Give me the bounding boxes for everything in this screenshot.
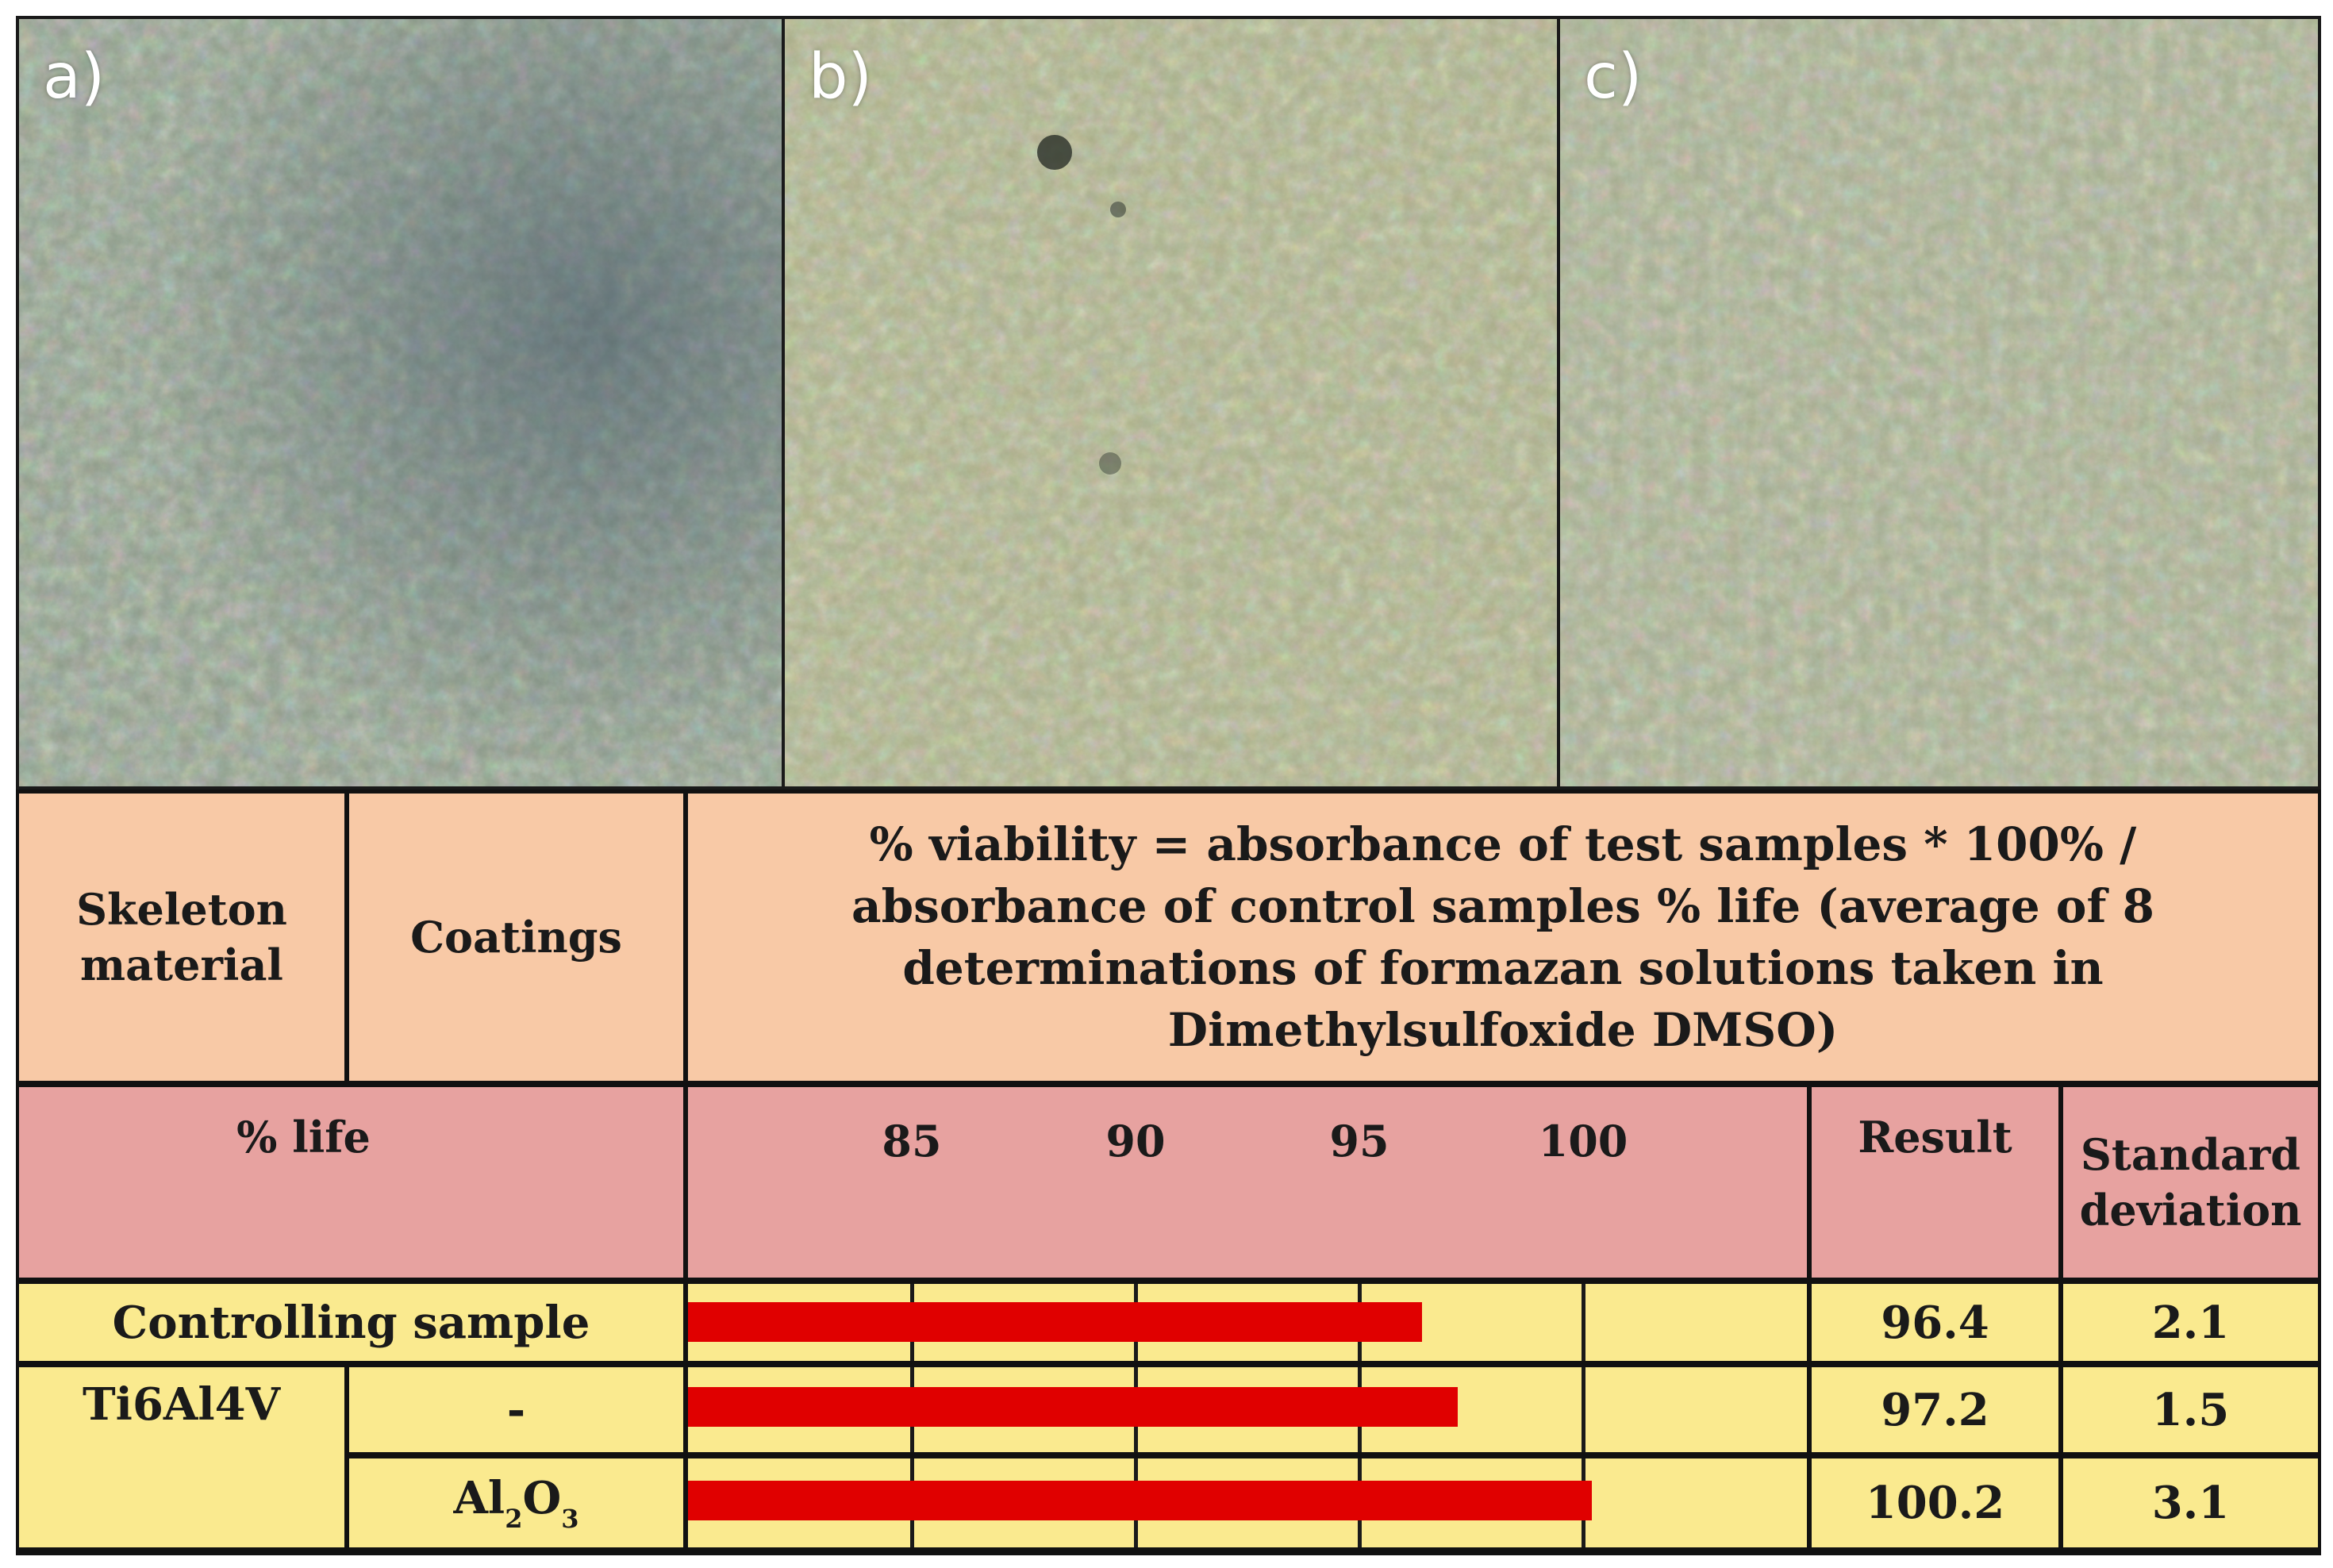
- header-coatings: Coatings: [349, 794, 683, 1081]
- bar-0: [688, 1302, 1422, 1342]
- subheader-scale: 85 90 95 100: [688, 1087, 1807, 1278]
- header-skeleton-material: Skeleton material: [19, 794, 344, 1081]
- std-value: 3.1: [2151, 1477, 2230, 1529]
- coating-sub-2: 2: [505, 1504, 523, 1534]
- panel-label-a: a): [43, 41, 106, 113]
- viability-table: Skeleton material Coatings % viability =…: [16, 790, 2321, 1555]
- std-ti-none: 1.5: [2063, 1367, 2318, 1452]
- row-separator: [688, 1452, 1807, 1458]
- coating-al: Al: [453, 1472, 505, 1524]
- std-value: 2.1: [2151, 1296, 2230, 1349]
- std-value: 1.5: [2151, 1383, 2230, 1436]
- coating-al2o3-label: Al2O3: [453, 1472, 578, 1534]
- scale-tick-90: 90: [1105, 1116, 1166, 1166]
- grid-line-100: [1582, 1284, 1585, 1547]
- result-controlling: 96.4: [1812, 1284, 2058, 1361]
- row-coating-none: -: [349, 1367, 683, 1452]
- coating-sub-3: 3: [561, 1504, 579, 1534]
- micrograph-image-a: [19, 19, 782, 786]
- figure: a) b): [16, 16, 2321, 1555]
- row-material-label: Ti6Al4V: [19, 1367, 344, 1547]
- subheader-life: % life: [19, 1087, 683, 1278]
- subheader-life-label: % life: [236, 1112, 371, 1163]
- result-ti-al2o3: 100.2: [1812, 1458, 2058, 1547]
- bar-2: [688, 1481, 1593, 1520]
- formula-line-2: absorbance of control samples % life (av…: [851, 879, 2154, 933]
- coating-o: O: [522, 1472, 562, 1524]
- panel-label-c: c): [1584, 41, 1643, 113]
- subheader-std-line-1: Standard: [2080, 1129, 2301, 1180]
- header-skeleton-label: Skeleton material: [76, 884, 287, 990]
- micrograph-strip: a) b): [16, 16, 2321, 790]
- scale-tick-100: 100: [1538, 1116, 1628, 1166]
- formula-line-3: determinations of formazan solutions tak…: [902, 941, 2104, 995]
- micrograph-image-c: [1560, 19, 2318, 786]
- row-separator: [688, 1361, 1807, 1367]
- std-ti-al2o3: 3.1: [2063, 1458, 2318, 1547]
- formula-line-1: % viability = absorbance of test samples…: [869, 817, 2137, 871]
- micrograph-image-b: [785, 19, 1557, 786]
- subheader-std-line-2: deviation: [2079, 1185, 2302, 1236]
- coating-none-label: -: [506, 1383, 526, 1436]
- result-value: 97.2: [1881, 1383, 1989, 1436]
- micrograph-panel-c: c): [1560, 19, 2318, 786]
- header-coatings-label: Coatings: [410, 912, 622, 963]
- controlling-sample-label: Controlling sample: [112, 1296, 590, 1349]
- micrograph-panel-a: a): [19, 19, 782, 786]
- subheader-std: Standard deviation: [2063, 1087, 2318, 1278]
- bar-chart-layer: [688, 1284, 1807, 1547]
- result-ti-none: 97.2: [1812, 1367, 2058, 1452]
- result-value: 100.2: [1865, 1477, 2005, 1529]
- material-label: Ti6Al4V: [83, 1378, 281, 1431]
- scale-tick-85: 85: [882, 1116, 942, 1166]
- subheader-result-label: Result: [1858, 1112, 2012, 1163]
- result-value: 96.4: [1881, 1296, 1989, 1349]
- subheader-result: Result: [1812, 1087, 2058, 1278]
- std-controlling: 2.1: [2063, 1284, 2318, 1361]
- micrograph-panel-b: b): [785, 19, 1557, 786]
- scale-tick-95: 95: [1329, 1116, 1389, 1166]
- row-controlling-label: Controlling sample: [19, 1284, 683, 1361]
- panel-label-b: b): [809, 41, 872, 113]
- row-coating-al2o3: Al2O3: [349, 1458, 683, 1547]
- bar-1: [688, 1387, 1459, 1427]
- header-formula: % viability = absorbance of test samples…: [688, 794, 2318, 1081]
- formula-line-4: Dimethylsulfoxide DMSO): [1167, 1003, 1839, 1057]
